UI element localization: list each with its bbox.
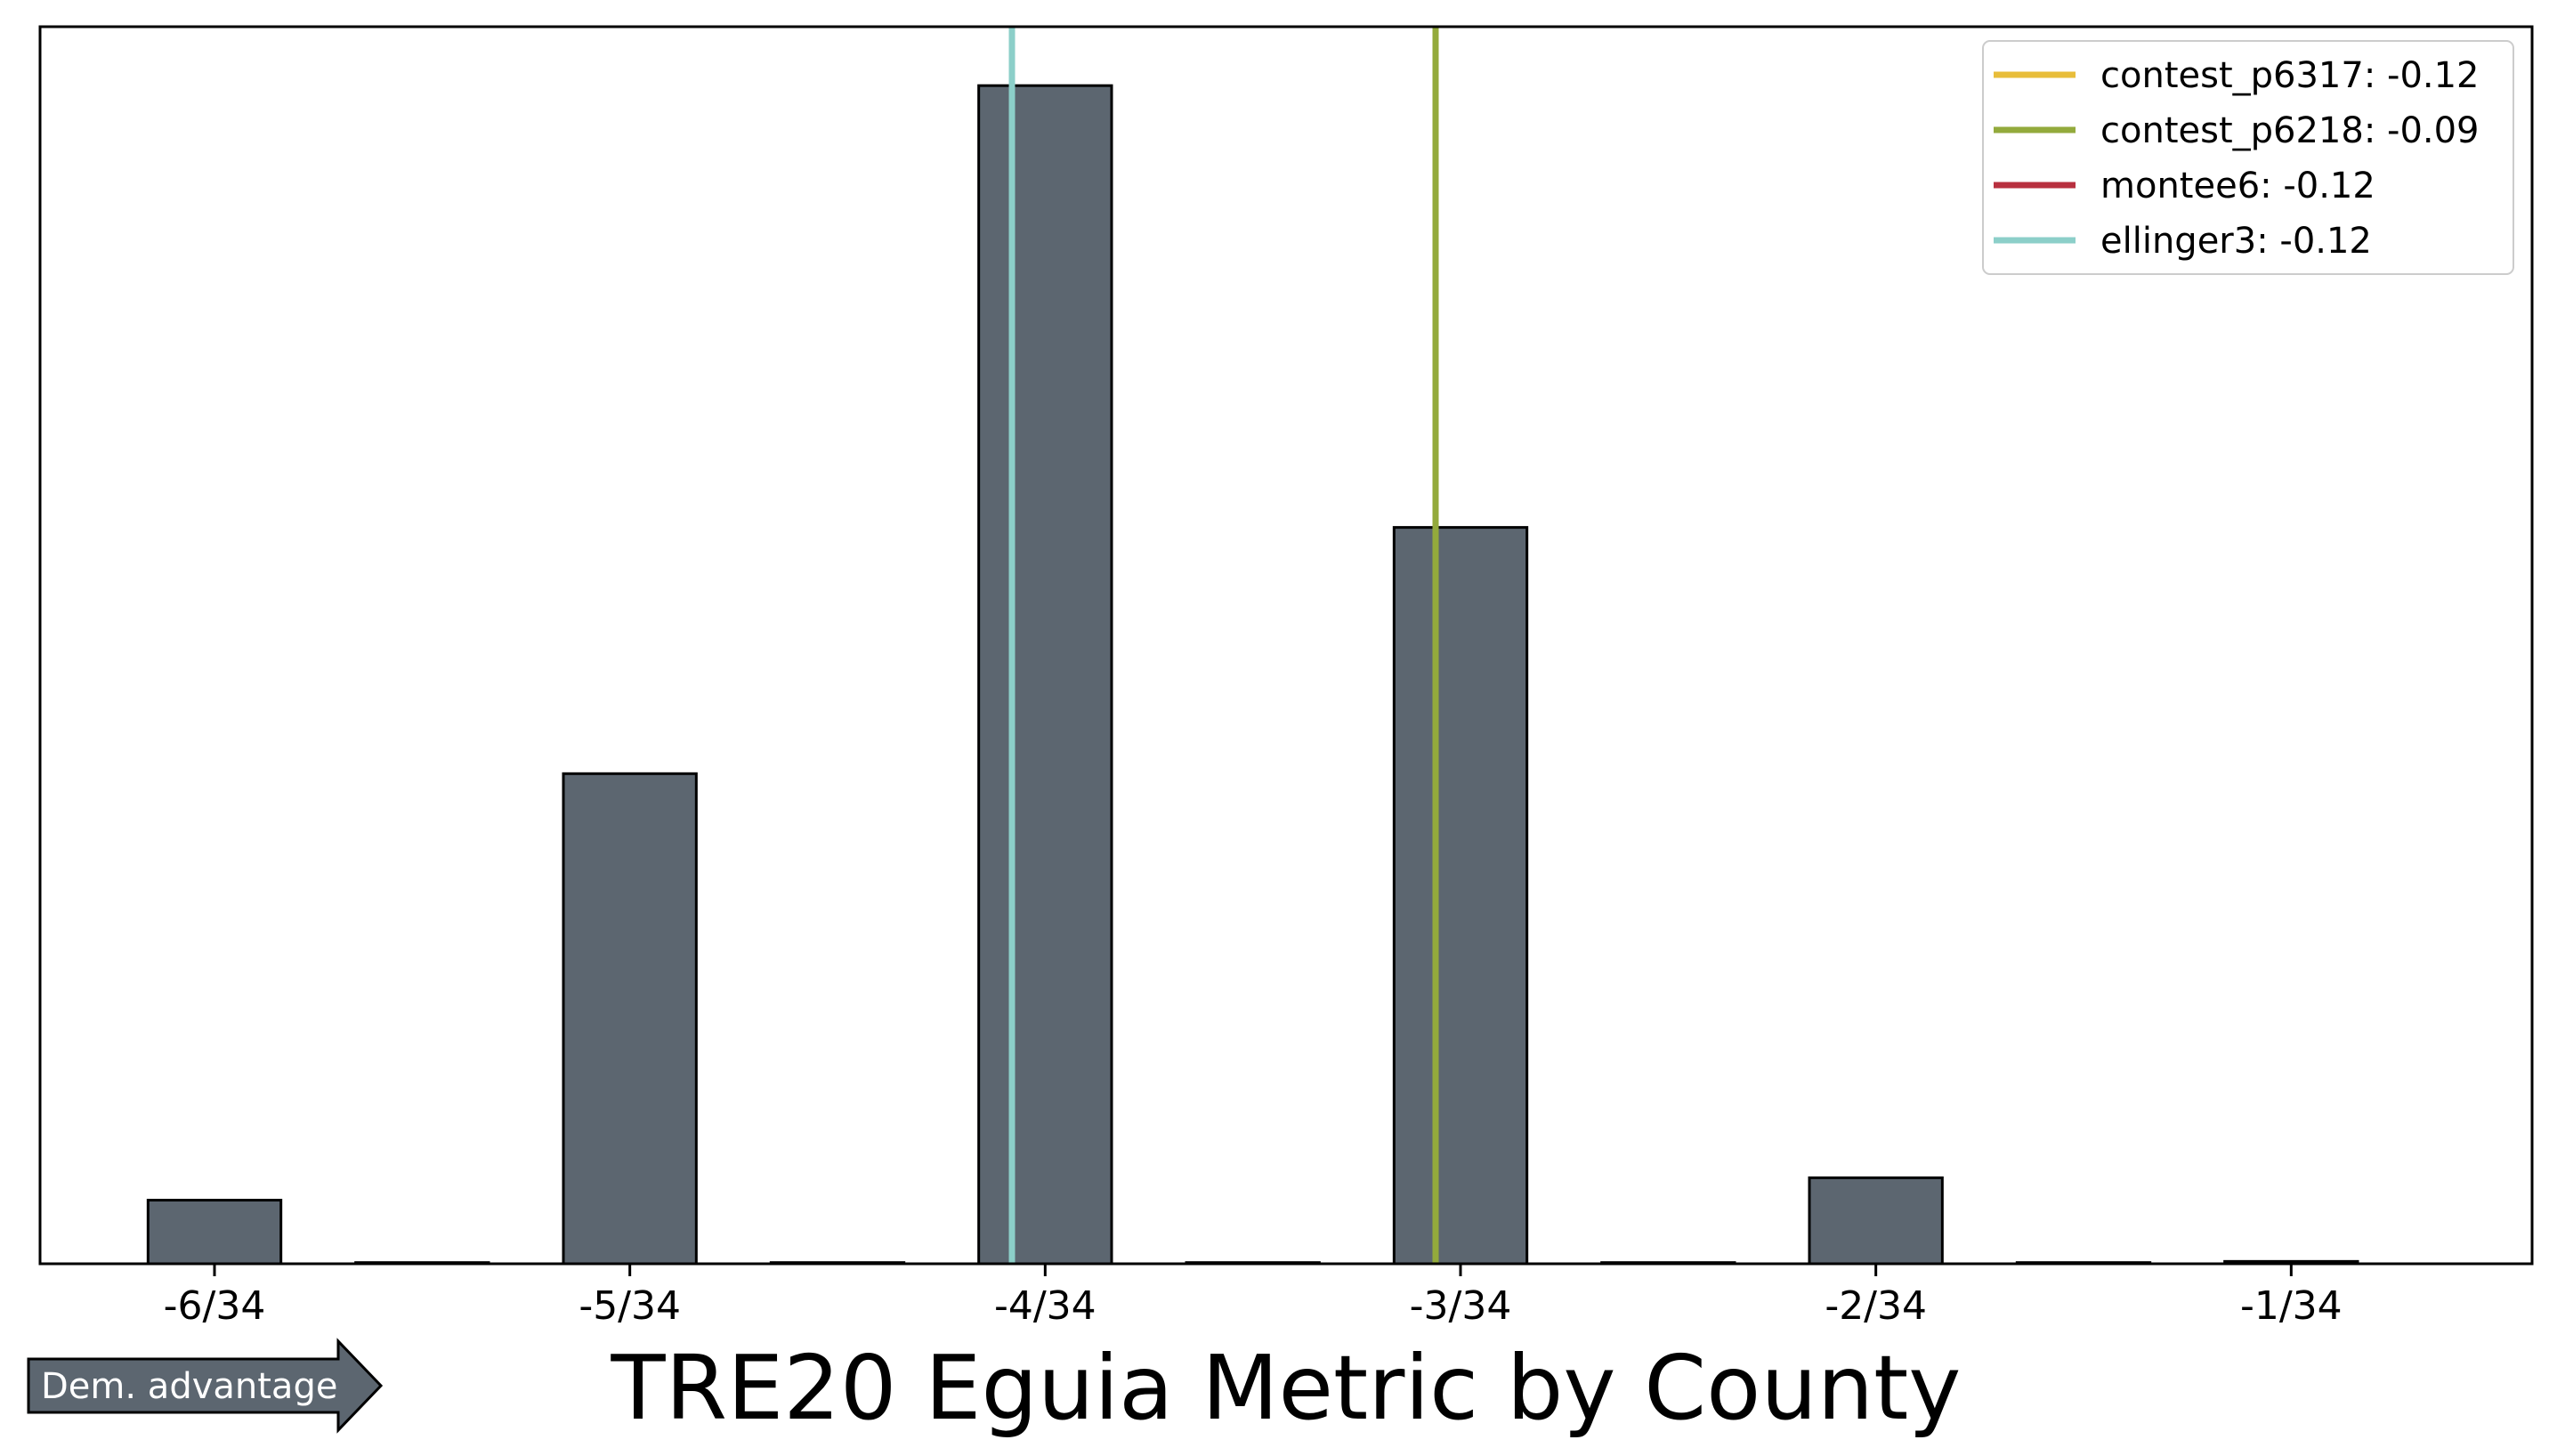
legend-label: ellinger3: -0.12 — [2100, 221, 2372, 262]
bars-layer — [146, 84, 2359, 1266]
x-tick-label: -2/34 — [1825, 1283, 1927, 1329]
histogram-bar — [1392, 526, 1529, 1266]
histogram-bar — [1808, 1176, 1944, 1266]
legend-label: contest_p6218: -0.09 — [2100, 110, 2480, 151]
x-tick-label: -6/34 — [164, 1283, 266, 1329]
dem-advantage-label: Dem. advantage — [41, 1366, 337, 1407]
legend-label: montee6: -0.12 — [2100, 166, 2375, 206]
x-tick-label: -4/34 — [994, 1283, 1096, 1329]
histogram-bar — [977, 84, 1113, 1266]
legend: contest_p6317: -0.12 contest_p6218: -0.09… — [1982, 40, 2514, 275]
x-tick-label: -5/34 — [579, 1283, 681, 1329]
x-tick-label: -1/34 — [2240, 1283, 2343, 1329]
legend-label: contest_p6317: -0.12 — [2100, 55, 2480, 96]
chart-title: TRE20 Eguia Metric by County — [611, 1336, 1962, 1440]
dem-advantage-arrow-icon — [27, 1338, 384, 1434]
dem-advantage-annotation: Dem. advantage — [27, 1338, 384, 1434]
plot-frame — [38, 25, 2534, 1266]
x-tick-label: -3/34 — [1410, 1283, 1512, 1329]
histogram-bar — [562, 772, 698, 1266]
x-axis-ticks: -6/34 -5/34 -4/34 -3/34 -2/34 -1/34 — [164, 1264, 2343, 1329]
reference-lines-layer — [1008, 27, 1439, 1264]
legend-items: contest_p6317: -0.12 contest_p6218: -0.09… — [1994, 55, 2480, 262]
legend-box — [1982, 40, 2514, 275]
histogram-bar — [146, 1199, 283, 1266]
